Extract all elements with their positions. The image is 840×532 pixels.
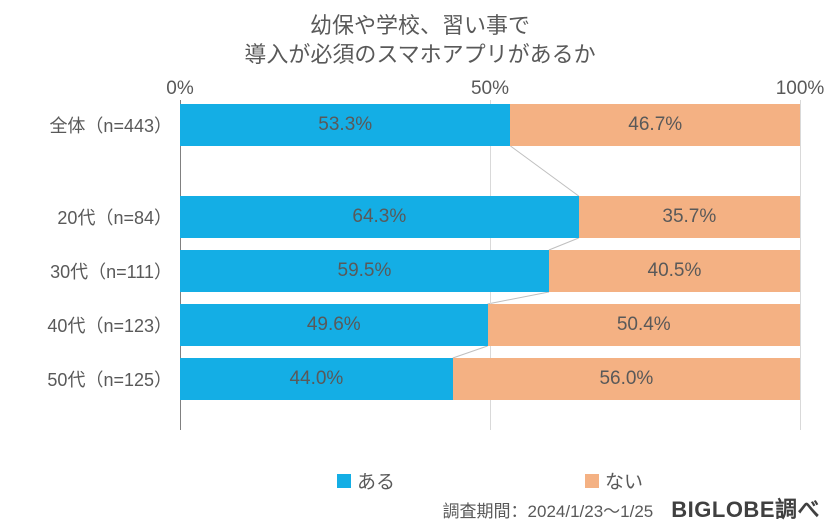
- bar-segment-yes: 64.3%: [180, 196, 579, 238]
- bar-segment-no: 50.4%: [488, 304, 800, 346]
- legend-swatch: [585, 474, 599, 488]
- legend-label: ある: [357, 467, 395, 494]
- bar-value-label: 35.7%: [662, 206, 716, 228]
- legend-item: ない: [585, 467, 643, 494]
- bar-row: 20代（n=84）64.3%35.7%: [180, 196, 800, 238]
- legend-item: ある: [337, 467, 395, 494]
- row-label: 20代（n=84）: [2, 204, 172, 230]
- bar-segment-no: 56.0%: [453, 358, 800, 400]
- chart-container: 幼保や学校、習い事で 導入が必須のスマホアプリがあるか 0%50%100% 全体…: [0, 0, 840, 532]
- bar-value-label: 64.3%: [352, 206, 406, 228]
- brand-credit: BIGLOBE調べ: [671, 492, 820, 524]
- bar-value-label: 53.3%: [318, 114, 372, 136]
- row-label: 50代（n=125）: [2, 366, 172, 392]
- grid-line: [800, 100, 801, 430]
- bar-row: 40代（n=123）49.6%50.4%: [180, 304, 800, 346]
- row-label: 全体（n=443）: [2, 112, 172, 138]
- bar-value-label: 46.7%: [628, 114, 682, 136]
- bar-value-label: 59.5%: [338, 260, 392, 282]
- bar-value-label: 44.0%: [289, 368, 343, 390]
- x-axis-labels: 0%50%100%: [180, 78, 800, 98]
- x-axis-tick-label: 100%: [776, 78, 825, 100]
- bar-row: 全体（n=443）53.3%46.7%: [180, 104, 800, 146]
- bar-segment-no: 40.5%: [549, 250, 800, 292]
- bar-segment-yes: 59.5%: [180, 250, 549, 292]
- row-label: 30代（n=111）: [2, 258, 172, 284]
- survey-period: 調査期間：2024/1/23～1/25: [443, 497, 654, 522]
- bar-row: 50代（n=125）44.0%56.0%: [180, 358, 800, 400]
- bar-segment-yes: 53.3%: [180, 104, 510, 146]
- legend-label: ない: [605, 467, 643, 494]
- bar-value-label: 49.6%: [307, 314, 361, 336]
- legend-swatch: [337, 474, 351, 488]
- chart-title: 幼保や学校、習い事で 導入が必須のスマホアプリがあるか: [0, 0, 840, 69]
- plot-area: 全体（n=443）53.3%46.7%20代（n=84）64.3%35.7%30…: [180, 100, 800, 430]
- x-axis-tick-label: 0%: [166, 78, 193, 100]
- title-line-1: 幼保や学校、習い事で: [310, 13, 530, 38]
- bar-segment-no: 46.7%: [510, 104, 800, 146]
- bar-value-label: 40.5%: [648, 260, 702, 282]
- bar-segment-yes: 49.6%: [180, 304, 488, 346]
- x-axis-tick-label: 50%: [471, 78, 509, 100]
- bar-row: 30代（n=111）59.5%40.5%: [180, 250, 800, 292]
- bar-value-label: 50.4%: [617, 314, 671, 336]
- title-line-2: 導入が必須のスマホアプリがあるか: [244, 42, 595, 67]
- bar-segment-no: 35.7%: [579, 196, 800, 238]
- legend: ある ない: [180, 467, 800, 494]
- bar-segment-yes: 44.0%: [180, 358, 453, 400]
- row-label: 40代（n=123）: [2, 312, 172, 338]
- footer: 調査期間：2024/1/23～1/25 BIGLOBE調べ: [443, 492, 820, 524]
- bar-value-label: 56.0%: [599, 368, 653, 390]
